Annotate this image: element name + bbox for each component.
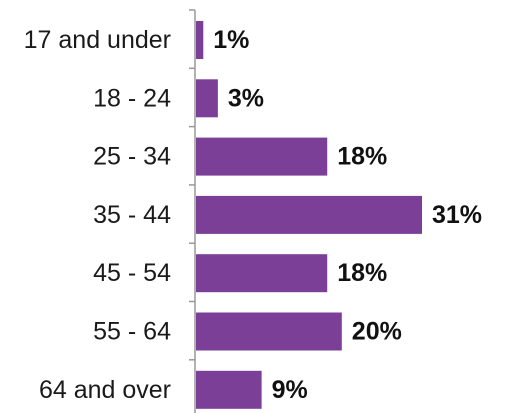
bar-45-54 bbox=[196, 254, 328, 293]
category-label-55-64: 55 - 64 bbox=[93, 318, 171, 346]
bars-group bbox=[196, 21, 422, 409]
bar-18-24 bbox=[196, 79, 218, 118]
category-label-17-and-under: 17 and under bbox=[24, 26, 171, 54]
value-label-35-44: 31% bbox=[432, 201, 482, 229]
value-label-25-34: 18% bbox=[337, 143, 387, 171]
y-axis bbox=[189, 9, 196, 413]
value-label-17-and-under: 1% bbox=[213, 26, 249, 54]
category-label-35-44: 35 - 44 bbox=[93, 201, 171, 229]
bar-55-64 bbox=[196, 312, 342, 351]
bar-17-and-under bbox=[196, 21, 204, 59]
category-label-45-54: 45 - 54 bbox=[93, 259, 171, 287]
category-labels: 17 and under 18 - 24 25 - 34 35 - 44 45 - 54… bbox=[24, 26, 171, 404]
value-labels: 1% 3% 18% 31% 18% 20% 9% bbox=[213, 26, 482, 404]
category-label-64-and-over: 64 and over bbox=[39, 376, 171, 404]
bar-35-44 bbox=[196, 195, 422, 234]
bar-25-34 bbox=[196, 137, 328, 176]
value-label-45-54: 18% bbox=[337, 259, 387, 287]
value-label-55-64: 20% bbox=[352, 318, 402, 346]
category-label-18-24: 18 - 24 bbox=[93, 84, 171, 112]
category-label-25-34: 25 - 34 bbox=[93, 143, 171, 171]
value-label-64-and-over: 9% bbox=[272, 376, 308, 404]
bar-64-and-over bbox=[196, 370, 262, 409]
value-label-18-24: 3% bbox=[228, 84, 264, 112]
